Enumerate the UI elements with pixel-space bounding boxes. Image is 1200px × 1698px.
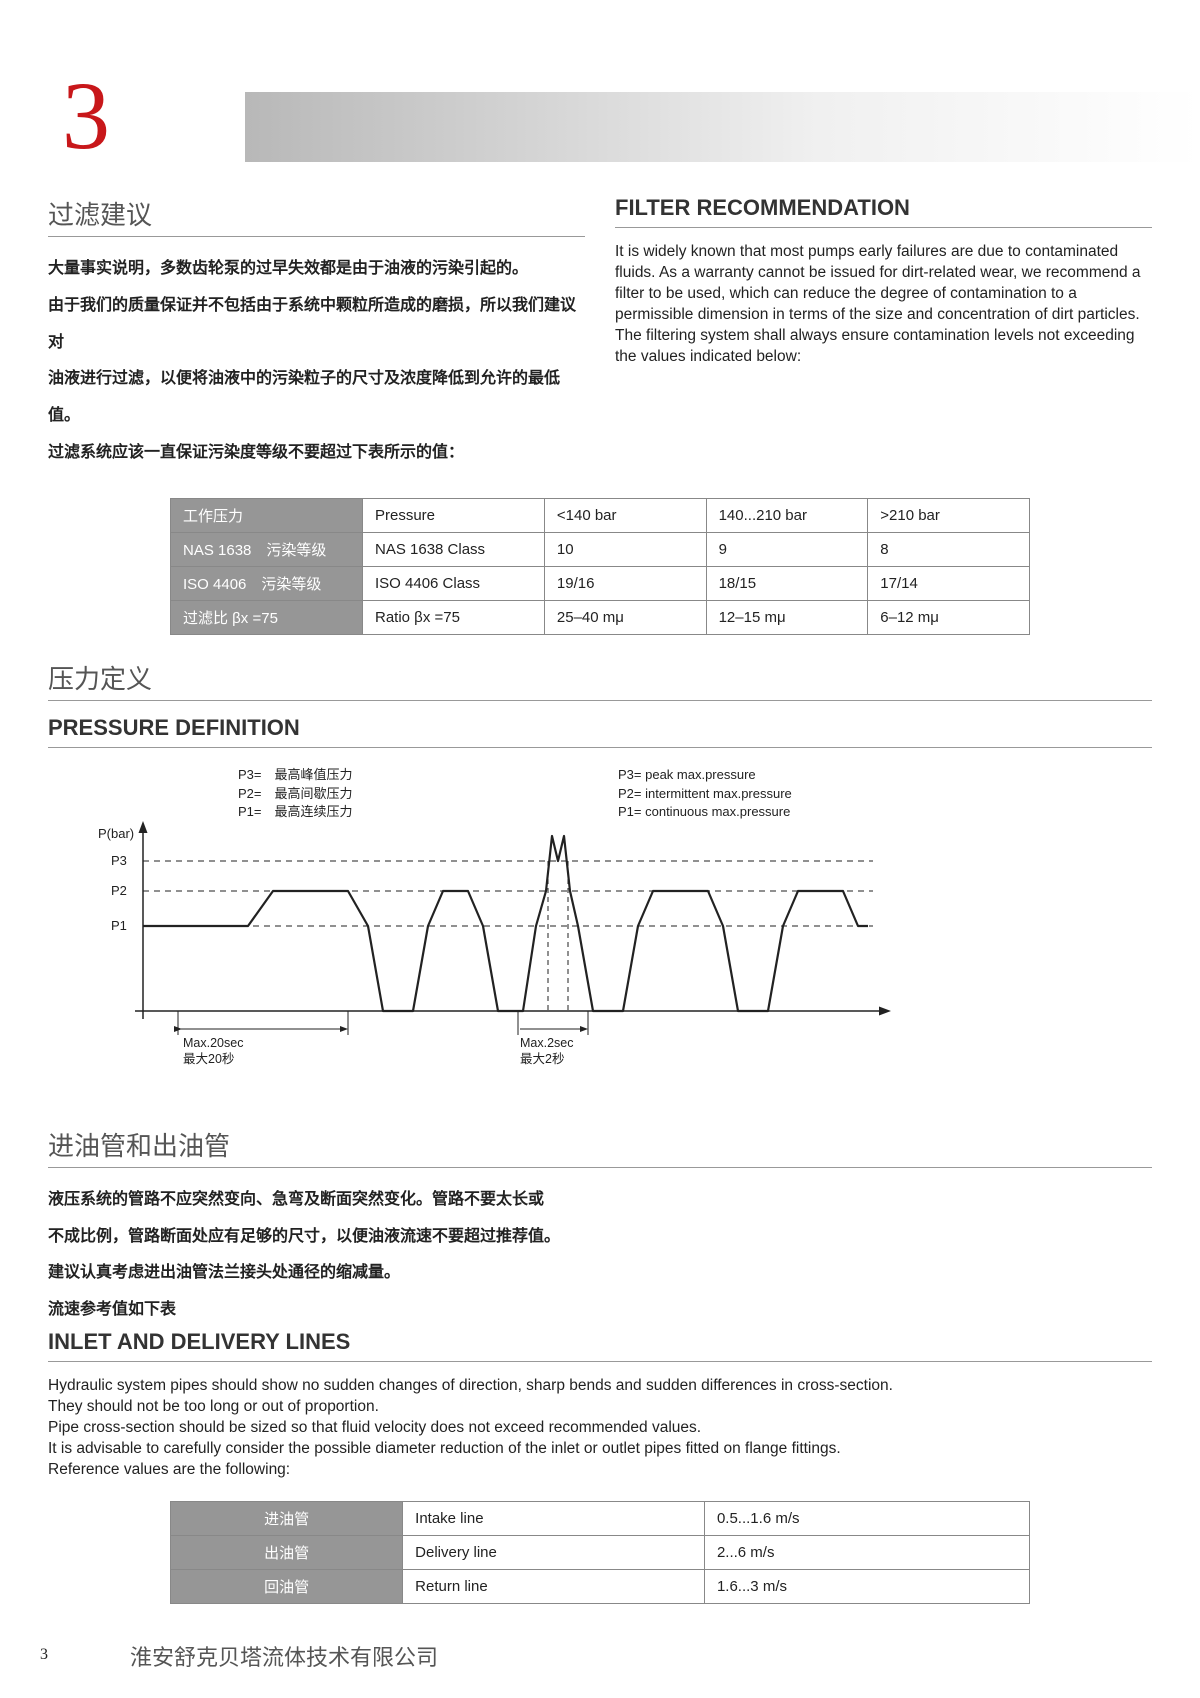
filter-title-en: FILTER RECOMMENDATION (615, 195, 1152, 228)
lines-body-cn: 液压系统的管路不应突然变向、急弯及断面突然变化。管路不要太长或 不成比例，管路断… (48, 1182, 1152, 1329)
lines-table: 进油管Intake line0.5...1.6 m/s出油管Delivery l… (170, 1501, 1030, 1604)
table-cell: Ratio βx =75 (363, 600, 545, 634)
filter-body-cn: 大量事实说明，多数齿轮泵的过早失效都是由于油液的污染引起的。 由于我们的质量保证… (48, 251, 585, 472)
table-cell: 6–12 mμ (868, 600, 1030, 634)
filter-col-en: FILTER RECOMMENDATION It is widely known… (615, 195, 1152, 472)
svg-text:P(bar): P(bar) (98, 826, 134, 841)
table-row: 回油管Return line1.6...3 m/s (171, 1569, 1030, 1603)
filter-table: 工作压力Pressure<140 bar140...210 bar>210 ba… (170, 498, 1030, 635)
table-cell: 140...210 bar (706, 498, 868, 532)
lines-col-cn: 进油管和出油管 液压系统的管路不应突然变向、急弯及断面突然变化。管路不要太长或 … (48, 1126, 1152, 1329)
pressure-chart: P3= 最高峰值压力 P2= 最高间歇压力 P1= 最高连续压力 P3= pea… (48, 766, 1152, 1116)
lines-p2-cn: 不成比例，管路断面处应有足够的尺寸，以便油液流速不要超过推荐值。 (48, 1228, 560, 1245)
table-cell: 1.6...3 m/s (704, 1569, 1029, 1603)
table-cell: 25–40 mμ (544, 600, 706, 634)
lines-col-en: INLET AND DELIVERY LINES Hydraulic syste… (48, 1329, 1152, 1481)
table-row: 工作压力Pressure<140 bar140...210 bar>210 ba… (171, 498, 1030, 532)
table-row: ISO 4406 污染等级ISO 4406 Class19/1618/1517/… (171, 566, 1030, 600)
svg-text:Max.2sec: Max.2sec (520, 1036, 574, 1050)
table-cell: 8 (868, 532, 1030, 566)
table-cell: Return line (403, 1569, 705, 1603)
filter-p3-cn: 油液进行过滤，以便将油液中的污染粒子的尺寸及浓度降低到允许的最低值。 (48, 370, 560, 424)
table-cell: NAS 1638 污染等级 (171, 532, 363, 566)
pressure-title-cn: 压力定义 (48, 659, 1152, 701)
filter-p2-cn: 由于我们的质量保证并不包括由于系统中颗粒所造成的磨损，所以我们建议对 (48, 297, 576, 351)
table-cell: 进油管 (171, 1501, 403, 1535)
filter-p1-cn: 大量事实说明，多数齿轮泵的过早失效都是由于油液的污染引起的。 (48, 260, 528, 277)
table-cell: 10 (544, 532, 706, 566)
lines-p1-cn: 液压系统的管路不应突然变向、急弯及断面突然变化。管路不要太长或 (48, 1191, 544, 1208)
table-row: 进油管Intake line0.5...1.6 m/s (171, 1501, 1030, 1535)
lines-title-cn: 进油管和出油管 (48, 1126, 1152, 1168)
filter-section: 过滤建议 大量事实说明，多数齿轮泵的过早失效都是由于油液的污染引起的。 由于我们… (48, 195, 1152, 472)
table-cell: 工作压力 (171, 498, 363, 532)
table-cell: 9 (706, 532, 868, 566)
table-cell: Intake line (403, 1501, 705, 1535)
table-cell: 17/14 (868, 566, 1030, 600)
pressure-col-en: PRESSURE DEFINITION (48, 715, 1152, 748)
pressure-col-cn: 压力定义 (48, 659, 1152, 701)
table-cell: Delivery line (403, 1535, 705, 1569)
svg-text:P2: P2 (111, 883, 127, 898)
table-cell: 12–15 mμ (706, 600, 868, 634)
svg-text:最大2秒: 最大2秒 (520, 1052, 564, 1066)
page-number-large: 3 (62, 60, 110, 171)
table-cell: 18/15 (706, 566, 868, 600)
filter-title-cn: 过滤建议 (48, 195, 585, 237)
table-cell: 过滤比 βx =75 (171, 600, 363, 634)
lines-section: 进油管和出油管 液压系统的管路不应突然变向、急弯及断面突然变化。管路不要太长或 … (48, 1126, 1152, 1481)
svg-text:最大20秒: 最大20秒 (183, 1052, 234, 1066)
table-cell: 出油管 (171, 1535, 403, 1569)
table-cell: ISO 4406 污染等级 (171, 566, 363, 600)
svg-text:P1: P1 (111, 918, 127, 933)
pressure-title-en: PRESSURE DEFINITION (48, 715, 1152, 748)
svg-text:P3: P3 (111, 853, 127, 868)
table-cell: 19/16 (544, 566, 706, 600)
header-gradient-bar (245, 92, 1200, 162)
table-row: 出油管Delivery line2...6 m/s (171, 1535, 1030, 1569)
footer-company: 淮安舒克贝塔流体技术有限公司 (130, 1640, 438, 1672)
table-cell: <140 bar (544, 498, 706, 532)
lines-title-en: INLET AND DELIVERY LINES (48, 1329, 1152, 1362)
pressure-section: 压力定义 PRESSURE DEFINITION (48, 659, 1152, 748)
table-cell: >210 bar (868, 498, 1030, 532)
table-cell: NAS 1638 Class (363, 532, 545, 566)
svg-text:Max.20sec: Max.20sec (183, 1036, 243, 1050)
pressure-chart-svg: P(bar) P3 P2 P1 Max.20sec 最大20秒 Max.2sec 最大2秒 (48, 766, 1148, 1106)
table-row: NAS 1638 污染等级NAS 1638 Class1098 (171, 532, 1030, 566)
table-cell: 回油管 (171, 1569, 403, 1603)
footer-page-number: 3 (40, 1646, 48, 1664)
table-cell: Pressure (363, 498, 545, 532)
table-cell: 0.5...1.6 m/s (704, 1501, 1029, 1535)
lines-p4-cn: 流速参考值如下表 (48, 1301, 176, 1318)
filter-p4-cn: 过滤系统应该一直保证污染度等级不要超过下表所示的值： (48, 444, 464, 461)
table-cell: 2...6 m/s (704, 1535, 1029, 1569)
table-cell: ISO 4406 Class (363, 566, 545, 600)
filter-body-en: It is widely known that most pumps early… (615, 242, 1152, 368)
filter-col-cn: 过滤建议 大量事实说明，多数齿轮泵的过早失效都是由于油液的污染引起的。 由于我们… (48, 195, 585, 472)
lines-body-en: Hydraulic system pipes should show no su… (48, 1376, 1152, 1481)
table-row: 过滤比 βx =75Ratio βx =7525–40 mμ12–15 mμ6–… (171, 600, 1030, 634)
page-content: 过滤建议 大量事实说明，多数齿轮泵的过早失效都是由于油液的污染引起的。 由于我们… (48, 195, 1152, 1604)
lines-p3-cn: 建议认真考虑进出油管法兰接头处通径的缩减量。 (48, 1264, 400, 1281)
